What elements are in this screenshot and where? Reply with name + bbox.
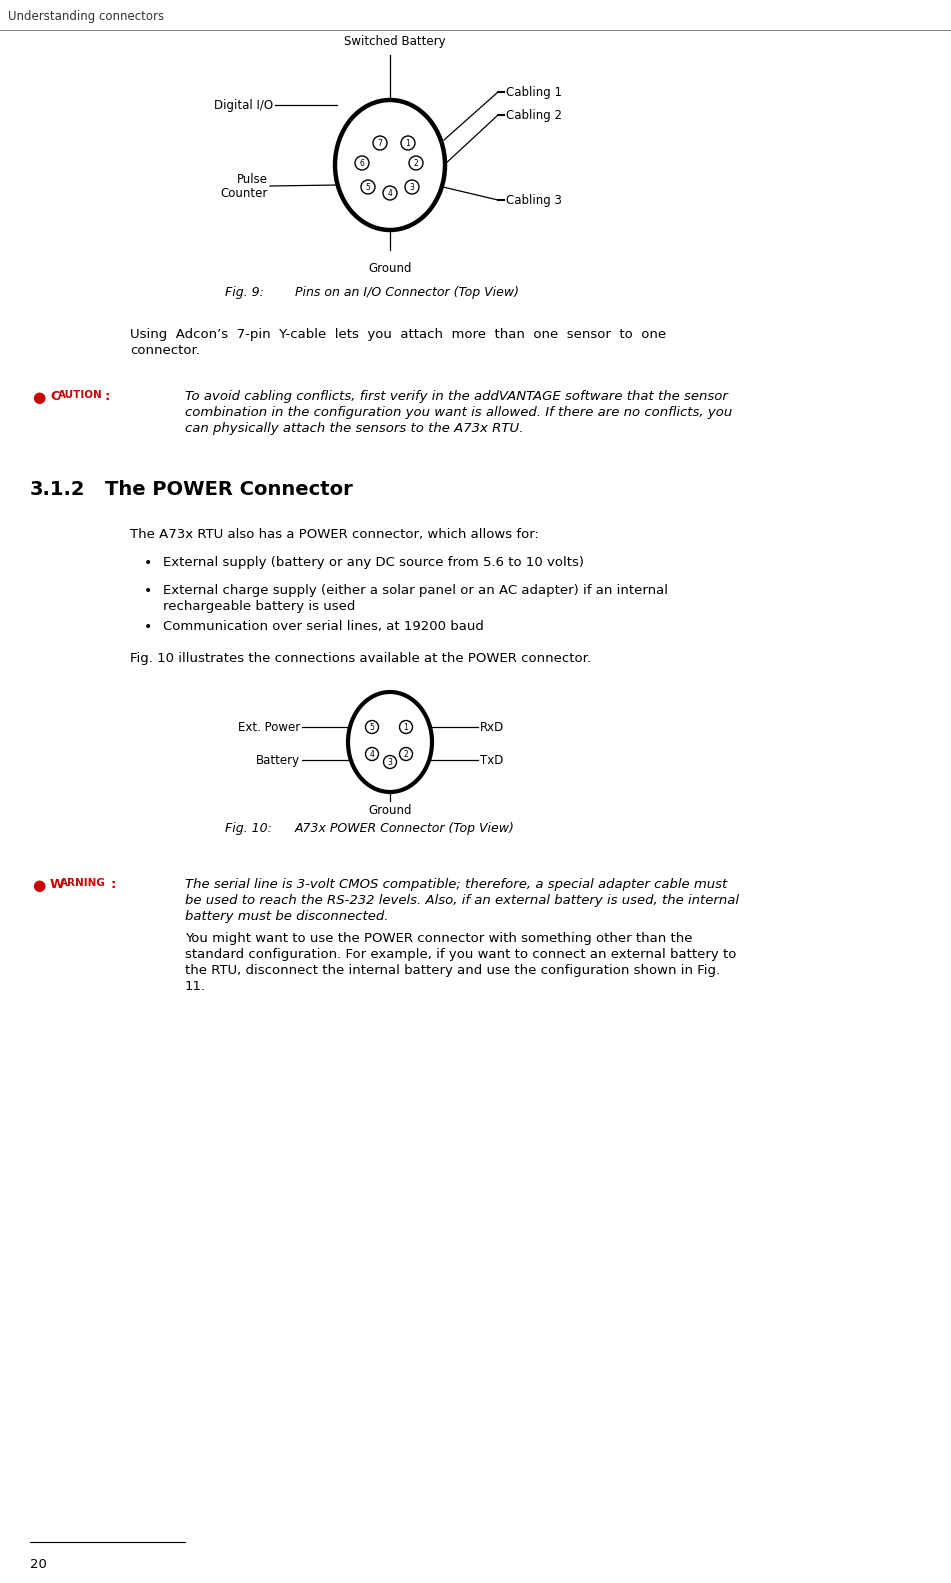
Text: W: W — [50, 879, 65, 891]
Text: 5: 5 — [365, 182, 371, 192]
Text: A73x POWER Connector (Top View): A73x POWER Connector (Top View) — [295, 822, 514, 834]
Circle shape — [409, 157, 423, 169]
Text: Fig. 10 illustrates the connections available at the POWER connector.: Fig. 10 illustrates the connections avai… — [130, 652, 591, 665]
Text: Cabling 3: Cabling 3 — [506, 193, 562, 206]
Text: ●: ● — [32, 389, 46, 405]
Text: Understanding connectors: Understanding connectors — [8, 9, 165, 24]
Circle shape — [399, 720, 413, 733]
Text: Using  Adcon’s  7-pin  Y-cable  lets  you  attach  more  than  one  sensor  to  : Using Adcon’s 7-pin Y-cable lets you att… — [130, 328, 666, 340]
Text: •: • — [144, 621, 152, 635]
Circle shape — [365, 720, 378, 733]
Text: 2: 2 — [403, 749, 408, 758]
Text: •: • — [144, 584, 152, 598]
Text: RxD: RxD — [480, 720, 504, 733]
Text: Fig. 10:: Fig. 10: — [225, 822, 272, 834]
Text: Cabling 2: Cabling 2 — [506, 109, 562, 122]
Text: Ext. Power: Ext. Power — [238, 720, 300, 733]
Text: battery must be disconnected.: battery must be disconnected. — [185, 910, 389, 923]
Text: Cabling 1: Cabling 1 — [506, 85, 562, 98]
Text: be used to reach the RS-232 levels. Also, if an external battery is used, the in: be used to reach the RS-232 levels. Also… — [185, 894, 739, 907]
Text: The POWER Connector: The POWER Connector — [105, 480, 353, 499]
Text: Counter: Counter — [221, 187, 268, 199]
Text: 4: 4 — [388, 188, 393, 198]
Text: 6: 6 — [359, 158, 364, 168]
Text: 3: 3 — [388, 758, 393, 766]
Text: 4: 4 — [370, 749, 375, 758]
Text: the RTU, disconnect the internal battery and use the configuration shown in Fig.: the RTU, disconnect the internal battery… — [185, 964, 720, 977]
Text: 2: 2 — [414, 158, 418, 168]
Text: TxD: TxD — [480, 754, 503, 766]
Text: You might want to use the POWER connector with something other than the: You might want to use the POWER connecto… — [185, 932, 692, 945]
Text: 3: 3 — [410, 182, 415, 192]
Text: To avoid cabling conflicts, first verify in the addVANTAGE software that the sen: To avoid cabling conflicts, first verify… — [185, 389, 728, 404]
Text: The A73x RTU also has a POWER connector, which allows for:: The A73x RTU also has a POWER connector,… — [130, 529, 539, 541]
Text: ●: ● — [32, 879, 46, 893]
Ellipse shape — [348, 692, 432, 792]
Text: Pins on an I/O Connector (Top View): Pins on an I/O Connector (Top View) — [295, 285, 519, 299]
Text: 20: 20 — [30, 1558, 47, 1570]
Text: :: : — [104, 389, 109, 404]
Text: Switched Battery: Switched Battery — [344, 35, 446, 47]
Text: Battery: Battery — [256, 754, 300, 766]
Circle shape — [373, 136, 387, 150]
Circle shape — [401, 136, 415, 150]
Text: 1: 1 — [406, 138, 411, 147]
Text: Digital I/O: Digital I/O — [214, 98, 273, 111]
Circle shape — [361, 180, 375, 195]
Circle shape — [383, 185, 397, 199]
Text: rechargeable battery is used: rechargeable battery is used — [163, 600, 356, 613]
Text: Ground: Ground — [368, 263, 412, 275]
Text: combination in the configuration you want is allowed. If there are no conflicts,: combination in the configuration you wan… — [185, 405, 732, 419]
Text: The serial line is 3-volt CMOS compatible; therefore, a special adapter cable mu: The serial line is 3-volt CMOS compatibl… — [185, 879, 728, 891]
Text: Pulse: Pulse — [237, 173, 268, 185]
Text: 3.1.2: 3.1.2 — [30, 480, 86, 499]
Text: Communication over serial lines, at 19200 baud: Communication over serial lines, at 1920… — [163, 621, 484, 633]
Text: 1: 1 — [403, 722, 408, 731]
Text: AUTION: AUTION — [58, 389, 103, 400]
Text: 11.: 11. — [185, 980, 206, 993]
Circle shape — [399, 747, 413, 760]
Circle shape — [365, 747, 378, 760]
Text: •: • — [144, 556, 152, 570]
Circle shape — [355, 157, 369, 169]
Text: ARNING: ARNING — [60, 879, 106, 888]
Text: connector.: connector. — [130, 344, 200, 358]
Ellipse shape — [335, 100, 445, 230]
Circle shape — [405, 180, 419, 195]
Text: 7: 7 — [378, 138, 382, 147]
Circle shape — [383, 755, 397, 768]
Text: 5: 5 — [370, 722, 375, 731]
Text: Ground: Ground — [368, 804, 412, 817]
Text: :: : — [110, 879, 115, 891]
Text: can physically attach the sensors to the A73x RTU.: can physically attach the sensors to the… — [185, 423, 523, 435]
Text: C: C — [50, 389, 60, 404]
Text: External charge supply (either a solar panel or an AC adapter) if an internal: External charge supply (either a solar p… — [163, 584, 668, 597]
Text: standard configuration. For example, if you want to connect an external battery : standard configuration. For example, if … — [185, 948, 736, 961]
Text: Fig. 9:: Fig. 9: — [225, 285, 263, 299]
Text: External supply (battery or any DC source from 5.6 to 10 volts): External supply (battery or any DC sourc… — [163, 556, 584, 568]
